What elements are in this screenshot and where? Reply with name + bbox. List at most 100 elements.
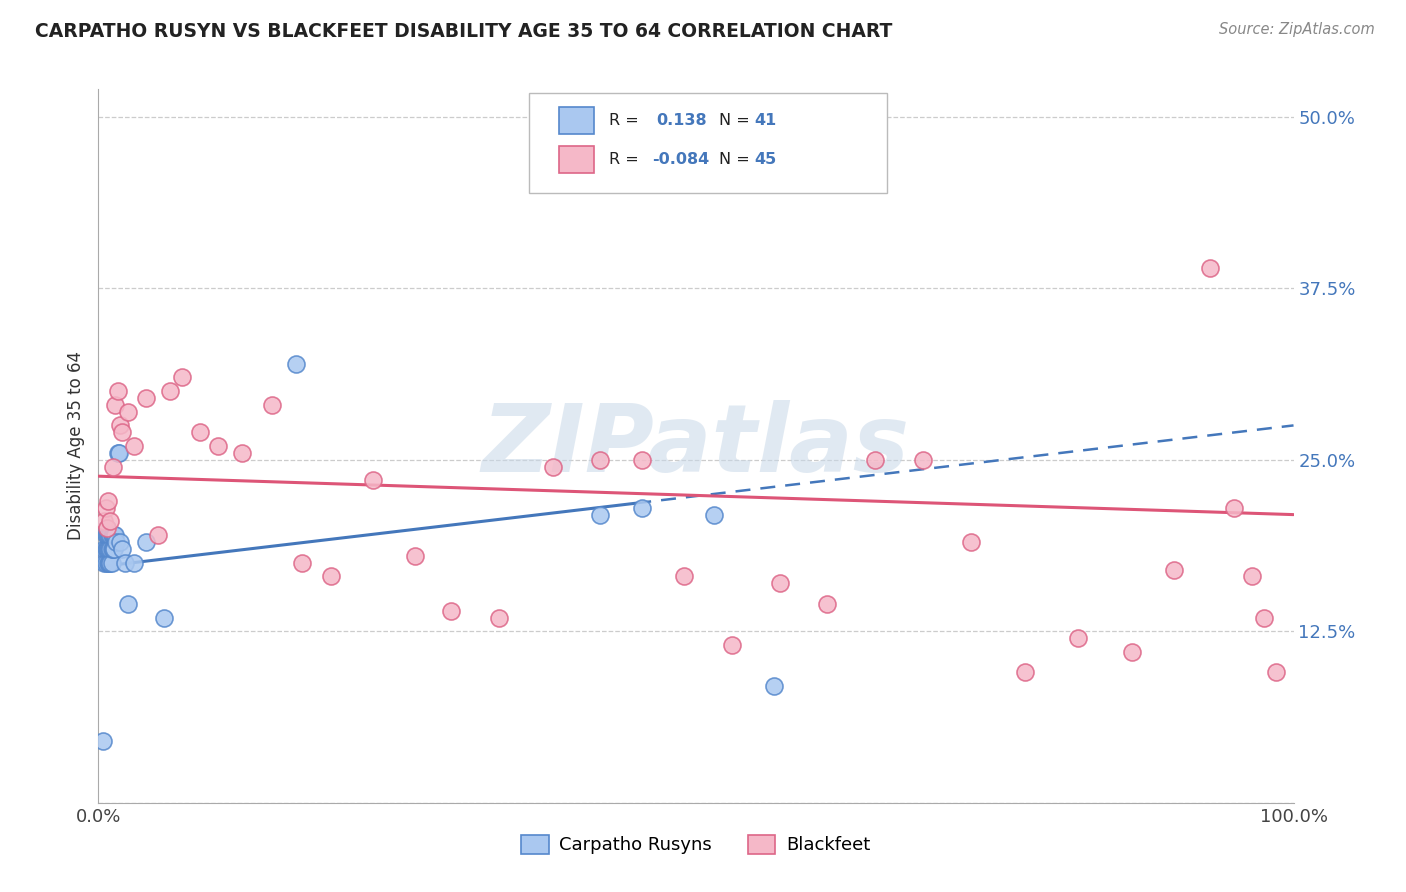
Point: [98, 556, 122, 570]
Point: [153, 610, 176, 624]
Text: N =: N =: [718, 152, 755, 167]
Point: [94, 556, 117, 570]
Point: [703, 508, 725, 522]
Point: [135, 535, 157, 549]
Point: [1240, 569, 1263, 583]
Point: [96, 528, 118, 542]
Point: [96, 521, 118, 535]
Text: 41: 41: [755, 113, 776, 128]
Point: [135, 391, 157, 405]
Text: Source: ZipAtlas.com: Source: ZipAtlas.com: [1219, 22, 1375, 37]
Point: [284, 357, 307, 371]
Point: [100, 556, 122, 570]
Point: [98, 556, 121, 570]
Point: [148, 528, 170, 542]
Point: [960, 535, 983, 549]
Point: [108, 535, 131, 549]
Point: [1223, 500, 1246, 515]
Text: ZIPatlas: ZIPatlas: [482, 400, 910, 492]
Point: [762, 679, 785, 693]
Point: [124, 439, 146, 453]
Point: [631, 500, 654, 515]
Text: 0.138: 0.138: [657, 113, 707, 128]
Point: [589, 508, 612, 522]
Point: [541, 459, 564, 474]
Point: [1253, 610, 1275, 624]
Point: [673, 569, 696, 583]
Point: [188, 425, 211, 440]
Point: [98, 541, 122, 556]
Point: [631, 452, 654, 467]
Point: [107, 446, 129, 460]
Point: [321, 569, 343, 583]
Text: N =: N =: [718, 113, 755, 128]
Point: [1014, 665, 1036, 680]
Text: 45: 45: [755, 152, 776, 167]
Point: [101, 528, 124, 542]
Point: [488, 610, 510, 624]
Point: [103, 541, 125, 556]
Point: [94, 500, 117, 515]
Text: R =: R =: [609, 113, 648, 128]
Point: [100, 541, 122, 556]
Point: [114, 556, 136, 570]
Point: [104, 528, 127, 542]
Point: [96, 541, 118, 556]
Point: [97, 556, 120, 570]
Point: [108, 418, 131, 433]
Point: [111, 425, 134, 440]
Text: -0.084: -0.084: [652, 152, 709, 167]
Point: [117, 597, 139, 611]
Point: [1163, 562, 1185, 576]
Point: [100, 528, 122, 542]
Point: [101, 541, 124, 556]
FancyBboxPatch shape: [558, 145, 595, 173]
Point: [291, 556, 314, 570]
Text: R =: R =: [609, 152, 644, 167]
Point: [104, 398, 127, 412]
Point: [865, 452, 887, 467]
Point: [815, 597, 838, 611]
Point: [1264, 665, 1286, 680]
Point: [1067, 631, 1090, 645]
Point: [1199, 260, 1222, 275]
Point: [101, 459, 124, 474]
Point: [231, 446, 253, 460]
Point: [97, 494, 120, 508]
Text: CARPATHO RUSYN VS BLACKFEET DISABILITY AGE 35 TO 64 CORRELATION CHART: CARPATHO RUSYN VS BLACKFEET DISABILITY A…: [35, 22, 893, 41]
Point: [93, 541, 115, 556]
Point: [768, 576, 790, 591]
FancyBboxPatch shape: [529, 93, 887, 193]
Point: [260, 398, 283, 412]
Point: [97, 541, 120, 556]
Point: [589, 452, 612, 467]
Point: [1121, 645, 1143, 659]
Point: [94, 541, 117, 556]
Point: [117, 405, 139, 419]
Point: [97, 528, 120, 542]
Point: [93, 556, 115, 570]
Point: [440, 604, 463, 618]
Point: [96, 521, 118, 535]
Point: [172, 370, 194, 384]
Y-axis label: Disability Age 35 to 64: Disability Age 35 to 64: [66, 351, 84, 541]
Point: [98, 528, 121, 542]
Legend: Carpatho Rusyns, Blackfeet: Carpatho Rusyns, Blackfeet: [515, 828, 877, 862]
Point: [404, 549, 426, 563]
Point: [124, 556, 146, 570]
Point: [94, 528, 117, 542]
Point: [107, 384, 129, 398]
Point: [721, 638, 744, 652]
FancyBboxPatch shape: [558, 107, 595, 134]
Point: [105, 535, 128, 549]
Point: [93, 515, 115, 529]
Point: [107, 446, 129, 460]
Point: [911, 452, 934, 467]
Point: [91, 734, 114, 748]
Point: [98, 541, 121, 556]
Point: [207, 439, 229, 453]
Point: [98, 528, 122, 542]
Point: [111, 541, 134, 556]
Point: [363, 473, 385, 487]
Point: [103, 528, 125, 542]
